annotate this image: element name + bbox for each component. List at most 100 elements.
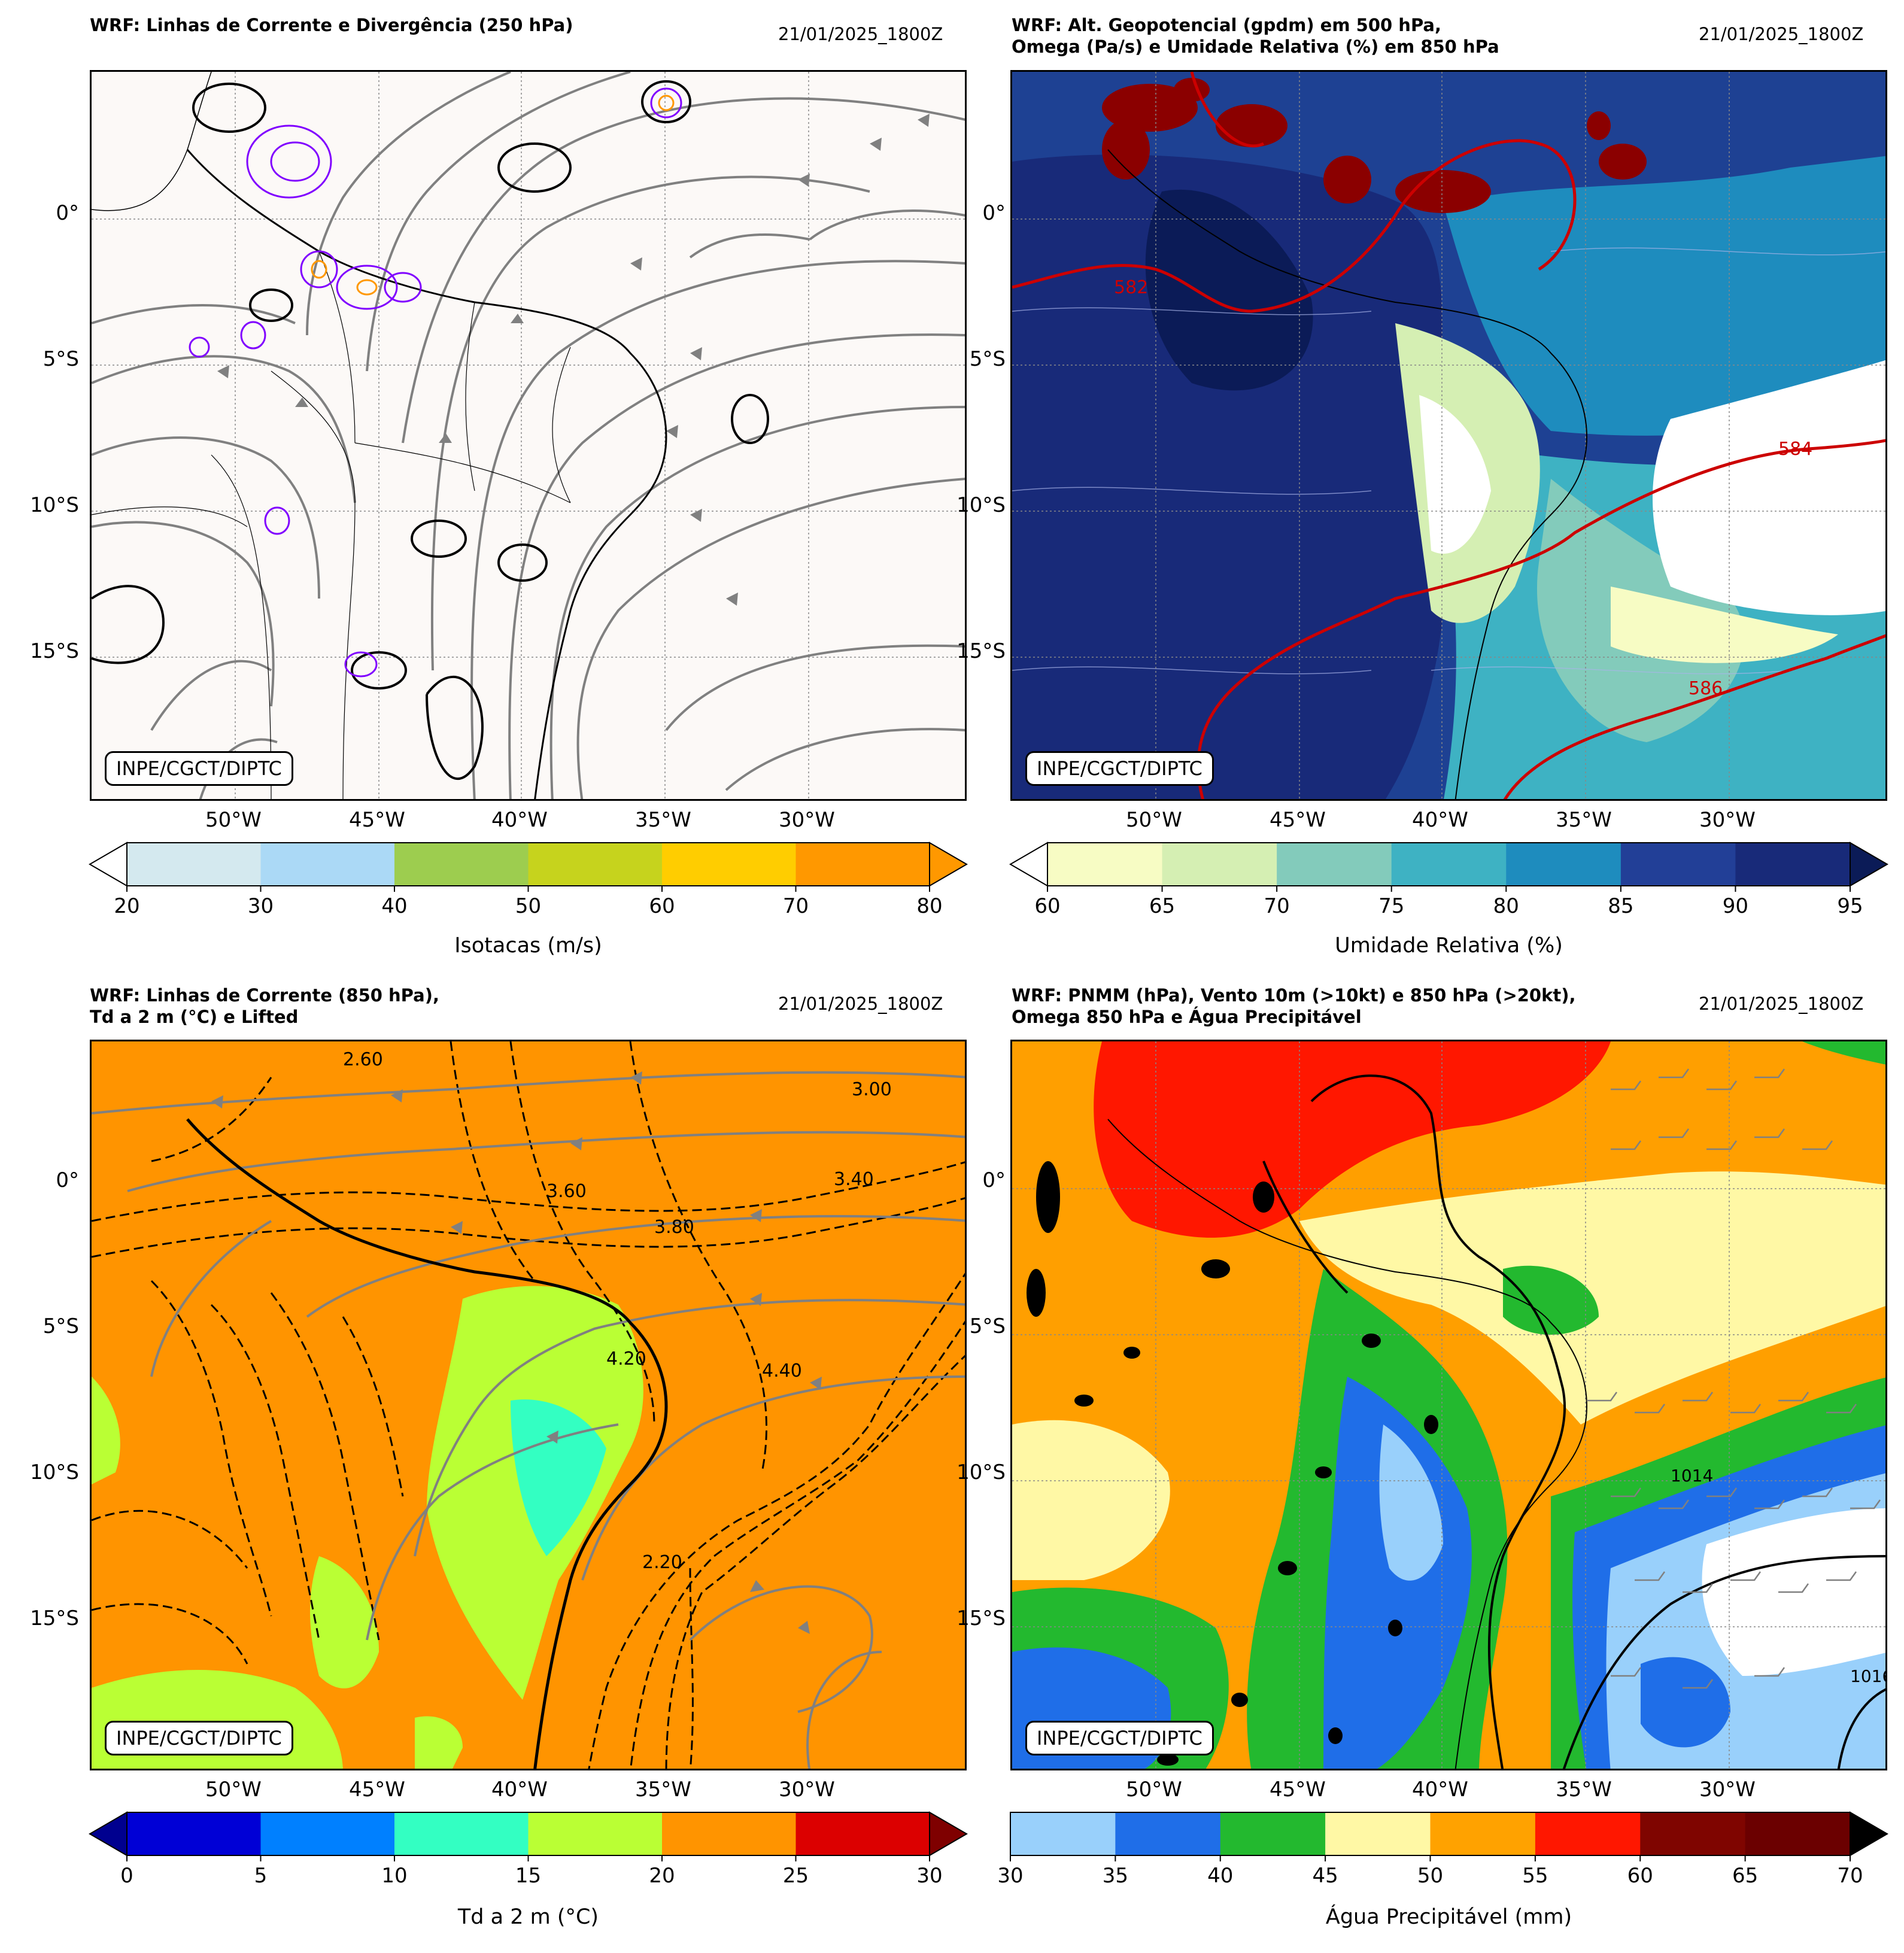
colorbar-segment — [394, 843, 529, 886]
colorbar: 0 5 10 15 20 25 30 — [89, 1811, 968, 1888]
lon-label: 50°W — [1126, 1778, 1182, 1802]
lon-label: 35°W — [1556, 1778, 1612, 1802]
colorbar-segment — [1047, 843, 1163, 886]
map-area[interactable]: INPE/CGCT/DIPTC — [90, 70, 967, 801]
gridlines — [1012, 1041, 1885, 1769]
lon-label: 45°W — [1270, 808, 1326, 832]
panel-title-line: Td a 2 m (°C) e Lifted — [90, 1007, 299, 1027]
lon-label: 30°W — [1699, 808, 1756, 832]
colorbar-segment — [1506, 843, 1621, 886]
colorbar-tick-label: 95 — [1837, 894, 1863, 918]
dewpoint-15-20-south — [310, 1556, 379, 1688]
colorbar-graphic — [89, 1811, 968, 1861]
colorbar-tick-label: 90 — [1722, 894, 1749, 918]
lat-label: 15°S — [30, 1606, 79, 1630]
lat-label: 5°S — [969, 1314, 1006, 1338]
pw-40-45-north — [1503, 1265, 1599, 1335]
colorbar-label: Isotacas (m/s) — [454, 934, 602, 958]
panel-date: 21/01/2025_1800Z — [1699, 994, 1864, 1014]
colorbar-graphic — [1009, 842, 1888, 892]
lifted-labels: 2.60 3.00 3.40 3.60 4.20 4.40 2.20 3.80 — [343, 1049, 892, 1573]
dewpoint-15-20-patch — [415, 1716, 463, 1769]
geopotential-labels: 584 586 582 — [1114, 277, 1812, 699]
humidity-60-65-east — [1611, 587, 1838, 663]
streamlines — [92, 72, 965, 799]
contour-label: 586 — [1689, 678, 1723, 699]
lon-label: 40°W — [491, 1778, 548, 1802]
colorbar-tick-label: 65 — [1732, 1864, 1759, 1888]
coastline — [1107, 1119, 1588, 1769]
colorbar: 60 65 70 75 80 85 90 95 — [1009, 842, 1888, 918]
colorbar-tick-label: 10 — [381, 1864, 408, 1888]
lon-label: 40°W — [1412, 1778, 1468, 1802]
colorbar-segment — [528, 1812, 663, 1855]
lat-label: 15°S — [956, 639, 1006, 663]
colorbar-segment — [127, 1812, 261, 1855]
colorbar-tick-label: 85 — [1608, 894, 1634, 918]
divergence-positive-contours — [189, 87, 682, 678]
colorbar-tick-label: 45 — [1312, 1864, 1338, 1888]
colorbar-segment — [1535, 1812, 1641, 1855]
map-area[interactable]: 584 586 582 INPE/CGCT/DIPTC — [1010, 70, 1887, 801]
lon-label: 45°W — [1270, 1778, 1326, 1802]
map-area[interactable]: 2.60 3.00 3.40 3.60 4.20 4.40 2.20 3.80 … — [90, 1040, 967, 1770]
colorbar-tick-label: 80 — [1493, 894, 1519, 918]
panel-title-line: Omega (Pa/s) e Umidade Relativa (%) em 8… — [1012, 37, 1499, 57]
omega-blobs — [1027, 1161, 1438, 1766]
panel-title: WRF: Linhas de Corrente (850 hPa), Td a … — [90, 985, 439, 1028]
colorbar-segment — [1220, 1812, 1326, 1855]
colorbar-tick-label: 60 — [649, 894, 675, 918]
map-area[interactable]: 1014 1016 INPE/CGCT/DIPTC — [1010, 1040, 1887, 1770]
colorbar-tick-label: 30 — [997, 1864, 1024, 1888]
colorbar-tick-label: 40 — [381, 894, 408, 918]
lat-label: 10°S — [956, 1460, 1006, 1484]
contour-label: 2.60 — [343, 1049, 383, 1070]
lon-label: 50°W — [205, 1778, 262, 1802]
colorbar-tick-label: 40 — [1207, 1864, 1234, 1888]
panel-title-line: WRF: Linhas de Corrente e Divergência (2… — [90, 15, 573, 35]
map-drawing: 2.60 3.00 3.40 3.60 4.20 4.40 2.20 3.80 — [92, 1041, 965, 1769]
colorbar-label: Td a 2 m (°C) — [457, 1905, 599, 1929]
colorbar-tick-label: 50 — [1417, 1864, 1444, 1888]
humidity-85-90-region — [1012, 154, 1447, 799]
streamline-arrows — [211, 1071, 822, 1634]
lon-label: 45°W — [349, 1778, 405, 1802]
streamline-arrows — [217, 114, 930, 606]
lon-label: 50°W — [205, 808, 262, 832]
colorbar-segment — [528, 843, 663, 886]
colorbar-segment — [260, 1812, 395, 1855]
colorbar-label: Água Precipitável (mm) — [1325, 1905, 1572, 1929]
colorbar-tick-label: 15 — [515, 1864, 542, 1888]
panel-date: 21/01/2025_1800Z — [1699, 24, 1864, 44]
colorbar-segment — [795, 843, 930, 886]
pw-40-45-northeast — [1802, 1041, 1885, 1065]
wind-barbs — [1587, 1068, 1881, 1689]
credit-box: INPE/CGCT/DIPTC — [105, 751, 293, 786]
colorbar-segment — [1430, 1812, 1536, 1855]
colorbar-over-arrow — [1850, 842, 1888, 887]
lat-label: 5°S — [42, 347, 79, 371]
colorbar-segment — [127, 843, 261, 886]
colorbar: 30 35 40 45 50 55 60 65 70 — [997, 1811, 1888, 1888]
colorbar-under-arrow — [1009, 842, 1048, 887]
coastline — [186, 1118, 668, 1769]
panel-title: WRF: Alt. Geopotencial (gpdm) em 500 hPa… — [1012, 14, 1499, 57]
colorbar-segment — [1162, 843, 1277, 886]
lon-label: 35°W — [1556, 808, 1612, 832]
dewpoint-15-20-west — [92, 1377, 120, 1484]
credit-box: INPE/CGCT/DIPTC — [1025, 751, 1214, 786]
humidity-under-60-region — [1419, 395, 1491, 554]
coastline — [92, 72, 667, 799]
lon-label: 30°W — [1699, 1778, 1756, 1802]
colorbar-segment — [795, 1812, 930, 1855]
pw-35-40-patch — [1641, 1657, 1730, 1748]
colorbar-tick-label: 20 — [114, 894, 140, 918]
pressure-contours — [1262, 1074, 1885, 1769]
humidity-under-60-east — [1653, 360, 1885, 615]
panel-title-line: WRF: PNMM (hPa), Vento 10m (>10kt) e 850… — [1012, 985, 1576, 1006]
contour-label: 4.20 — [606, 1348, 646, 1369]
colorbar-tick-label: 80 — [916, 894, 943, 918]
lat-label: 0° — [982, 1168, 1006, 1192]
colorbar-segment — [662, 843, 796, 886]
colorbar-graphic — [1010, 1811, 1888, 1861]
